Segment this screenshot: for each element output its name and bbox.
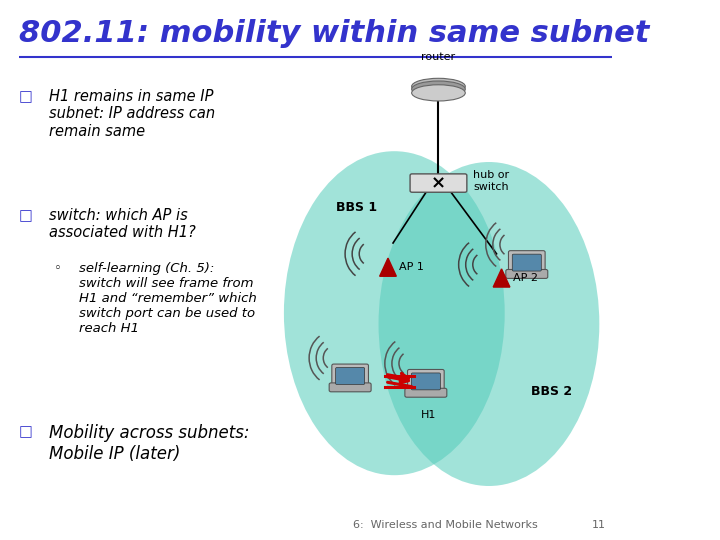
Text: □: □ [19, 89, 33, 104]
Text: self-learning (Ch. 5):
switch will see frame from
H1 and “remember” which
switch: self-learning (Ch. 5): switch will see f… [79, 262, 256, 335]
Text: □: □ [19, 424, 33, 439]
Polygon shape [379, 258, 396, 276]
Text: BBS 2: BBS 2 [531, 385, 572, 398]
Text: Mobility across subnets:
Mobile IP (later): Mobility across subnets: Mobile IP (late… [49, 424, 250, 463]
FancyBboxPatch shape [332, 364, 369, 387]
FancyBboxPatch shape [405, 388, 447, 397]
Text: router: router [421, 52, 456, 62]
Text: H1: H1 [421, 410, 437, 421]
Text: ◦: ◦ [53, 262, 61, 275]
Text: hub or
switch: hub or switch [473, 170, 509, 192]
FancyBboxPatch shape [508, 251, 545, 273]
FancyBboxPatch shape [506, 269, 548, 279]
Ellipse shape [379, 162, 599, 486]
Ellipse shape [284, 151, 505, 475]
Text: 802.11: mobility within same subnet: 802.11: mobility within same subnet [19, 19, 649, 48]
Ellipse shape [412, 85, 465, 101]
Text: BBS 1: BBS 1 [336, 201, 377, 214]
FancyBboxPatch shape [411, 373, 441, 390]
Text: ×: × [431, 174, 446, 193]
FancyBboxPatch shape [336, 368, 364, 384]
FancyBboxPatch shape [512, 254, 541, 271]
Text: AP 1: AP 1 [400, 262, 424, 272]
Ellipse shape [412, 78, 465, 94]
FancyBboxPatch shape [408, 369, 444, 392]
FancyBboxPatch shape [329, 383, 371, 392]
Text: switch: which AP is
associated with H1?: switch: which AP is associated with H1? [49, 208, 196, 240]
Text: AP 2: AP 2 [513, 273, 538, 283]
Text: H1 remains in same IP
subnet: IP address can
remain same: H1 remains in same IP subnet: IP address… [49, 89, 215, 139]
Polygon shape [493, 269, 510, 287]
Text: 6:  Wireless and Mobile Networks: 6: Wireless and Mobile Networks [354, 520, 538, 530]
Text: □: □ [19, 208, 33, 223]
Ellipse shape [412, 81, 465, 97]
FancyBboxPatch shape [410, 174, 467, 192]
Text: 11: 11 [592, 520, 606, 530]
